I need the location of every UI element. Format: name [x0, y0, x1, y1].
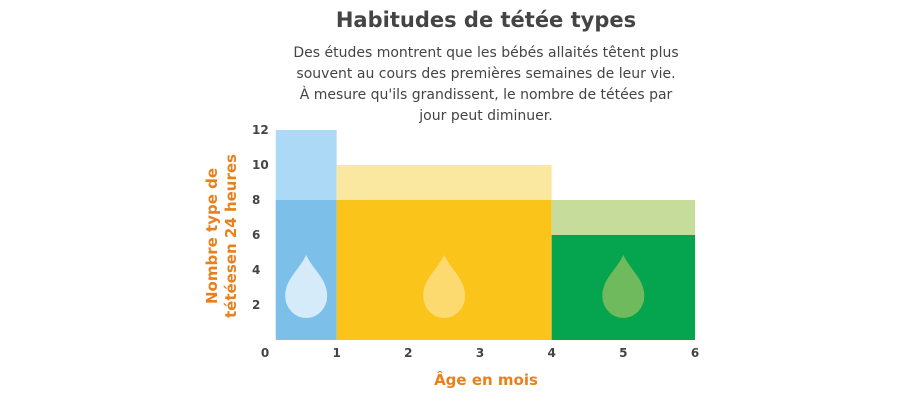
- x-tick-0: 0: [261, 346, 269, 360]
- bar-2-drop-icon: [423, 255, 466, 318]
- bar-2-range: [336, 165, 552, 200]
- drops-layer: [285, 255, 645, 318]
- y-tick-12: 12: [252, 123, 269, 137]
- y-tick-8: 8: [252, 193, 260, 207]
- chart-subtitle: Des études montrent que les bébés allait…: [293, 45, 679, 124]
- y-axis-ticks: 2 4 6 8 10 12: [252, 123, 269, 312]
- y-tick-6: 6: [252, 228, 260, 242]
- x-tick-2: 2: [404, 346, 412, 360]
- x-axis-ticks: 0 1 2 3 4 5 6: [261, 346, 699, 360]
- x-tick-6: 6: [691, 346, 699, 360]
- y-tick-10: 10: [252, 158, 269, 172]
- y-axis-label: Nombre type de tétéesen 24 heures: [203, 154, 240, 318]
- chart-title: Habitudes de tétée types: [335, 8, 637, 32]
- bar-1-range: [275, 130, 337, 200]
- y-tick-4: 4: [252, 263, 260, 277]
- y-axis-label-line-2: tétéesen 24 heures: [222, 154, 240, 318]
- bar-3-range: [551, 200, 695, 235]
- x-tick-5: 5: [619, 346, 627, 360]
- y-tick-2: 2: [252, 298, 260, 312]
- y-axis-label-line-1: Nombre type de: [203, 168, 221, 304]
- x-axis-label: Âge en mois: [434, 370, 538, 389]
- x-tick-1: 1: [332, 346, 340, 360]
- bar-3-drop-icon: [602, 255, 645, 318]
- x-tick-4: 4: [547, 346, 555, 360]
- bar-1-drop-icon: [285, 255, 328, 318]
- x-tick-3: 3: [476, 346, 484, 360]
